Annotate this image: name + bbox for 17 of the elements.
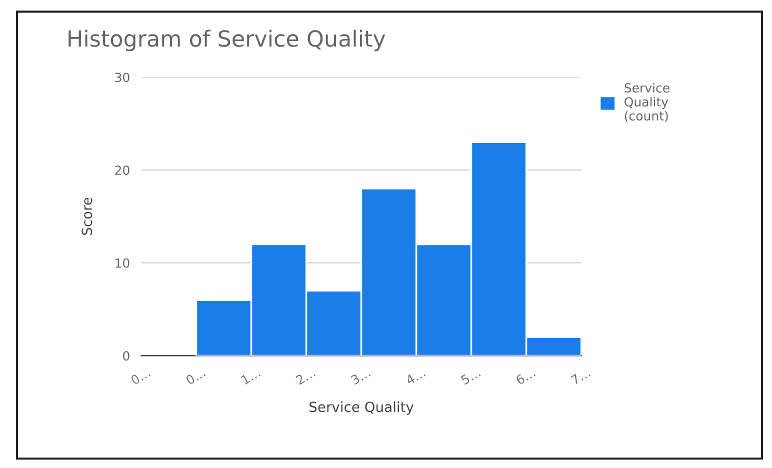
y-axis-title: Score: [82, 198, 92, 235]
x-tick-label: 6…: [515, 368, 536, 385]
x-axis-title: Service Quality: [310, 401, 414, 415]
x-tick-label: 1…: [240, 368, 261, 385]
y-tick-label: 20: [115, 166, 130, 175]
x-tick-label: 5…: [460, 368, 481, 385]
y-tick-label: 10: [116, 258, 130, 268]
x-tick-label: 4…: [405, 368, 426, 385]
y-tick-label: 0: [123, 351, 130, 361]
chart-title: Histogram of Service Quality: [68, 30, 386, 52]
legend-label: Service Quality (count): [624, 82, 670, 122]
x-tick-label: 0…: [185, 368, 206, 385]
x-tick-label: 7…: [570, 368, 591, 385]
x-tick-label: 2…: [295, 368, 316, 385]
x-tick-label: 3…: [350, 368, 371, 385]
x-tick-label: 0…: [130, 368, 151, 385]
y-tick-label: 30: [115, 72, 130, 82]
